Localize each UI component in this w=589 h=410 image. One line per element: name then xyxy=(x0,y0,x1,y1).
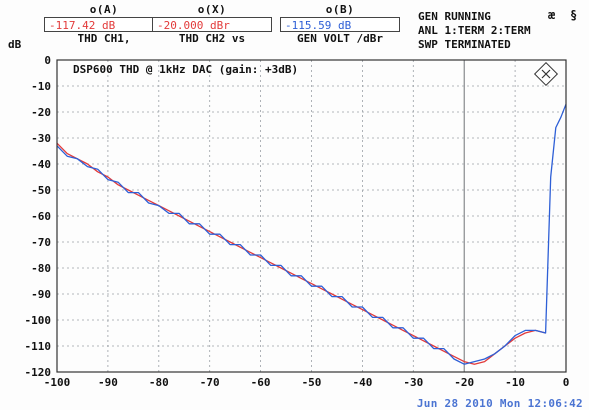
readout-b-unit: GEN VOLT /dBr xyxy=(296,32,384,45)
x-tick-label: -80 xyxy=(149,376,169,389)
rohde-schwarz-logo xyxy=(533,61,559,87)
x-tick-label: -40 xyxy=(352,376,372,389)
x-tick-label: -20 xyxy=(454,376,474,389)
readout-x-unit: THD CH2 vs xyxy=(178,32,246,45)
readout-b: o(B) -115.59 dB GEN VOLT /dBr xyxy=(278,4,402,46)
y-tick-label: -80 xyxy=(31,262,51,275)
timestamp: Jun 28 2010 Mon 12:06:42 xyxy=(416,397,583,410)
x-tick-label: -10 xyxy=(505,376,525,389)
chart-title: DSP600 THD @ 1kHz DAC (gain: +3dB) xyxy=(73,63,298,76)
y-tick-label: -10 xyxy=(31,80,51,93)
x-tick-label: -90 xyxy=(98,376,118,389)
y-tick-label: -20 xyxy=(31,106,51,119)
x-tick-label: 0 xyxy=(563,376,570,389)
y-tick-label: -60 xyxy=(31,210,51,223)
readout-a: o(A) -117.42 dB THD CH1, xyxy=(42,4,166,46)
status-panel: GEN RUNNING ANL 1:TERM 2:TERM SWP TERMIN… xyxy=(418,10,531,52)
plot-frame xyxy=(56,59,567,373)
readout-b-value: -115.59 dB xyxy=(280,17,400,32)
readout-a-caption: o(A) xyxy=(89,3,119,16)
status-line-anl: ANL 1:TERM 2:TERM xyxy=(418,24,531,37)
readout-b-caption: o(B) xyxy=(325,3,355,16)
y-tick-label: -50 xyxy=(31,184,51,197)
x-tick-label: -50 xyxy=(302,376,322,389)
y-tick-label: 0 xyxy=(44,54,51,67)
y-tick-label: -110 xyxy=(25,340,52,353)
readout-a-unit: THD CH1, xyxy=(77,32,131,45)
readout-x-caption: o(X) xyxy=(197,3,227,16)
status-icon-left: æ xyxy=(548,8,556,22)
x-tick-label: -100 xyxy=(44,376,71,389)
y-tick-label: -120 xyxy=(25,366,52,379)
status-line-swp: SWP TERMINATED xyxy=(418,38,511,51)
status-icon-right: § xyxy=(570,8,578,22)
readout-x-value: -20.000 dBr xyxy=(152,17,272,32)
y-tick-label: -90 xyxy=(31,288,51,301)
series-2-line xyxy=(56,103,567,365)
series-1-line xyxy=(56,142,546,365)
readout-a-value: -117.42 dB xyxy=(44,17,164,32)
status-line-gen: GEN RUNNING xyxy=(418,10,491,23)
x-tick-label: -30 xyxy=(403,376,423,389)
y-tick-label: -30 xyxy=(31,132,51,145)
readout-x: o(X) -20.000 dBr THD CH2 vs xyxy=(150,4,274,46)
y-tick-label: -100 xyxy=(25,314,52,327)
x-tick-label: -70 xyxy=(200,376,220,389)
y-tick-label: -40 xyxy=(31,158,51,171)
y-tick-label: -70 xyxy=(31,236,51,249)
x-tick-label: -60 xyxy=(251,376,271,389)
y-unit-label: dB xyxy=(8,38,22,51)
